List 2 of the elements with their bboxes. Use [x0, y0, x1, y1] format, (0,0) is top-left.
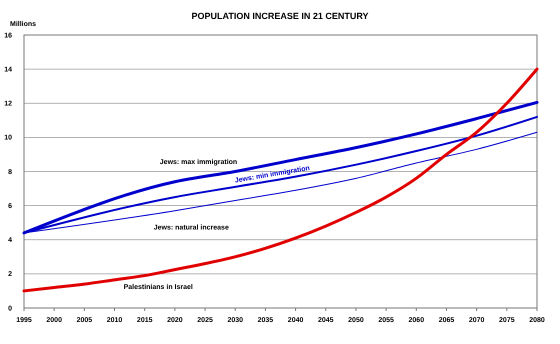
- chart-title: POPULATION INCREASE IN 21 CENTURY: [191, 11, 369, 21]
- line-series: [22, 68, 538, 292]
